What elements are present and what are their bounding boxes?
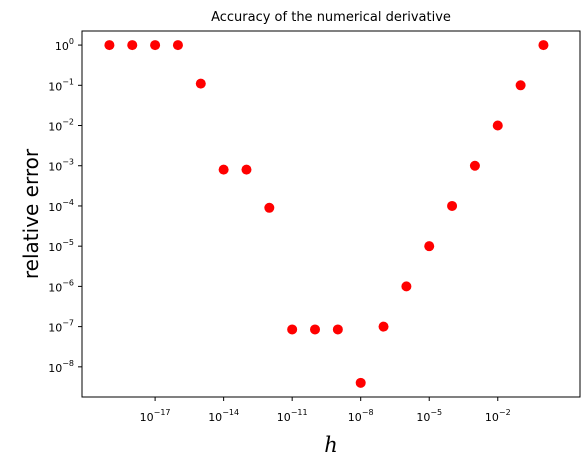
y-tick-label-1: 10−1 bbox=[48, 77, 74, 93]
data-point-18 bbox=[515, 80, 526, 91]
y-axis-ticks: 100 10−1 10−2 10−3 10−4 10−5 10−6 10−7 10−8 bbox=[48, 37, 82, 375]
data-points bbox=[104, 40, 549, 388]
data-point-5 bbox=[218, 164, 229, 175]
x-tick-label-1: 10−14 bbox=[208, 408, 239, 424]
y-tick-label-0: 100 bbox=[55, 37, 74, 53]
data-point-16 bbox=[469, 160, 480, 171]
data-point-7 bbox=[264, 202, 275, 213]
y-axis-label: relative error bbox=[19, 148, 43, 279]
data-point-10 bbox=[332, 324, 343, 335]
data-point-2 bbox=[150, 40, 161, 51]
x-axis-label: h bbox=[324, 433, 338, 457]
x-tick-label-2: 10−11 bbox=[277, 408, 308, 424]
x-tick-label-5: 10−2 bbox=[485, 408, 511, 424]
data-point-1 bbox=[127, 40, 138, 51]
data-point-17 bbox=[492, 120, 503, 131]
data-point-3 bbox=[172, 40, 183, 51]
data-point-6 bbox=[241, 164, 252, 175]
y-tick-label-5: 10−5 bbox=[48, 238, 74, 254]
plot-area bbox=[81, 30, 581, 398]
y-tick-label-6: 10−6 bbox=[48, 278, 74, 294]
y-tick-label-4: 10−4 bbox=[48, 198, 74, 214]
data-point-11 bbox=[355, 377, 366, 388]
x-tick-label-0: 10−17 bbox=[140, 408, 171, 424]
data-point-19 bbox=[538, 40, 549, 51]
data-point-13 bbox=[401, 281, 412, 292]
data-point-8 bbox=[287, 324, 298, 335]
y-tick-label-3: 10−3 bbox=[48, 158, 74, 174]
x-tick-label-3: 10−8 bbox=[348, 408, 374, 424]
data-point-12 bbox=[378, 321, 389, 332]
data-point-4 bbox=[195, 78, 206, 89]
x-tick-label-4: 10−5 bbox=[416, 408, 442, 424]
data-point-9 bbox=[310, 324, 321, 335]
x-axis-ticks: 10−17 10−14 10−11 10−8 10−5 10−2 bbox=[140, 397, 511, 424]
data-point-14 bbox=[424, 241, 435, 252]
y-tick-label-2: 10−2 bbox=[48, 118, 74, 134]
data-point-0 bbox=[104, 40, 115, 51]
y-tick-label-8: 10−8 bbox=[48, 359, 74, 375]
y-tick-label-7: 10−7 bbox=[48, 319, 74, 335]
data-point-15 bbox=[447, 200, 458, 211]
chart-title: Accuracy of the numerical derivative bbox=[211, 10, 451, 25]
